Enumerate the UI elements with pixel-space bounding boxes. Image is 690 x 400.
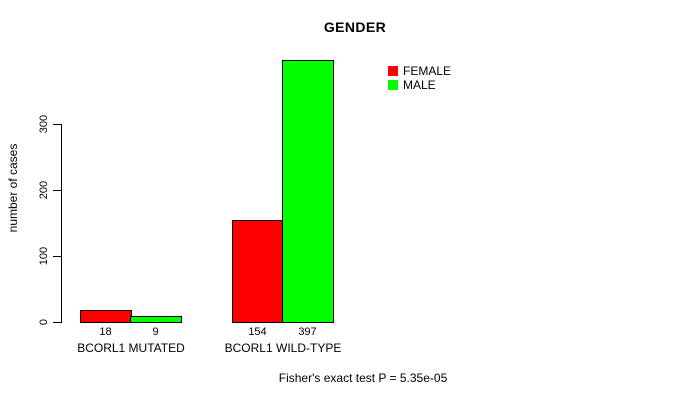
y-axis-label: number of cases [6, 143, 20, 233]
y-axis-tick [53, 256, 61, 257]
y-axis-tick [53, 190, 61, 191]
legend-color-swatch [388, 66, 398, 76]
y-axis-tick [53, 322, 61, 323]
bar-female-2 [232, 220, 284, 323]
y-axis-tick [53, 124, 61, 125]
x-axis-category-label: BCORL1 WILD-TYPE [224, 341, 342, 355]
legend-color-swatch [388, 80, 398, 90]
bar-value-label: 9 [152, 326, 159, 338]
legend: FEMALE MALE [388, 65, 451, 93]
legend-item-male: MALE [388, 79, 451, 91]
bar-male-2 [282, 60, 334, 323]
chart-title: GENDER [323, 19, 387, 35]
bar-female-1 [80, 310, 132, 323]
y-axis-tick-label: 100 [38, 246, 50, 266]
legend-label: FEMALE [403, 64, 452, 78]
y-axis-line [61, 124, 62, 323]
bar-value-label: 154 [248, 326, 267, 338]
y-axis-tick-label: 0 [38, 318, 50, 326]
legend-label: MALE [403, 78, 436, 92]
y-axis-tick-label: 200 [38, 180, 50, 200]
bar-value-label: 397 [298, 326, 317, 338]
y-axis-tick-label: 300 [38, 114, 50, 134]
bar-male-1 [130, 316, 182, 323]
footnote-pvalue: Fisher's exact test P = 5.35e-05 [278, 371, 448, 385]
legend-item-female: FEMALE [388, 65, 451, 77]
x-axis-category-label: BCORL1 MUTATED [77, 341, 185, 355]
bar-value-label: 18 [99, 326, 112, 338]
